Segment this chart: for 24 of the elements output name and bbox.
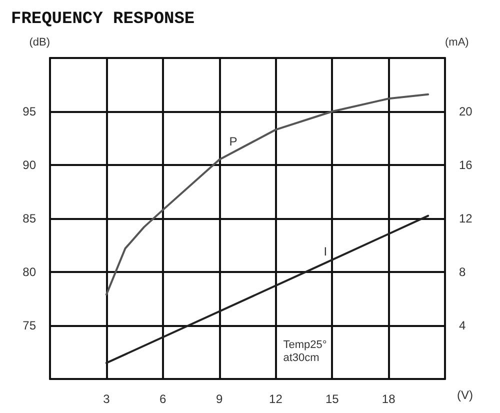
y-tick-label: 95	[22, 104, 36, 118]
x-tick-label: 3	[103, 392, 110, 406]
y-tick-label: 75	[22, 318, 36, 332]
y2-tick-label: 16	[459, 158, 473, 172]
x-tick-label: 12	[269, 392, 283, 406]
series-label: P	[229, 134, 238, 149]
x-tick-label: 18	[382, 392, 396, 406]
y2-axis-title: (mA)	[445, 36, 469, 48]
x-tick-label: 6	[160, 392, 167, 406]
y2-tick-label: 4	[459, 318, 466, 332]
x-tick-label: 9	[216, 392, 223, 406]
y2-tick-label: 8	[459, 265, 466, 279]
chart-title: FREQUENCY RESPONSE	[11, 10, 195, 29]
y-tick-label: 80	[22, 265, 36, 279]
y-tick-label: 85	[22, 212, 36, 226]
line-series	[105, 93, 430, 296]
y2-tick-label: 12	[459, 212, 473, 226]
annotation: Temp25° at30cm	[283, 338, 327, 364]
y-tick-label: 90	[22, 158, 36, 172]
y2-tick-label: 20	[459, 104, 473, 118]
x-axis-title: (V)	[457, 388, 473, 402]
x-tick-label: 15	[325, 392, 340, 406]
y-axis-title: (dB)	[29, 36, 50, 48]
series-label: I	[324, 244, 328, 258]
